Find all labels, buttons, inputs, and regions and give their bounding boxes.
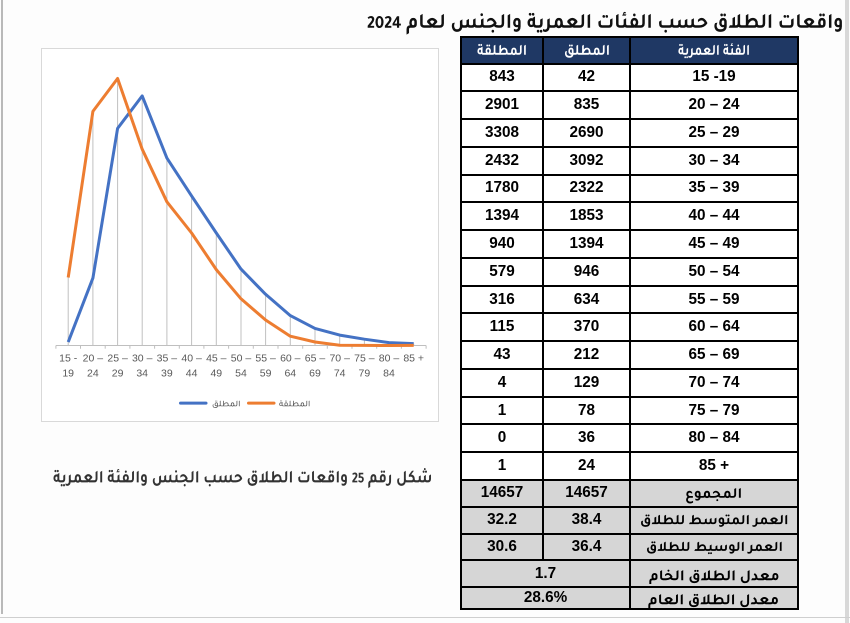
svg-text:29: 29 (112, 367, 124, 379)
svg-text:39: 39 (161, 367, 173, 379)
svg-text:64: 64 (284, 367, 296, 379)
svg-text:19: 19 (62, 367, 74, 379)
svg-text:55 –: 55 – (255, 352, 276, 364)
svg-text:75 –: 75 – (354, 352, 375, 364)
svg-text:35 –: 35 – (157, 352, 178, 364)
svg-text:24: 24 (87, 367, 99, 379)
svg-text:20 –: 20 – (83, 352, 104, 364)
svg-text:60 –: 60 – (280, 352, 301, 364)
svg-text:59: 59 (260, 367, 272, 379)
svg-text:79: 79 (359, 367, 371, 379)
svg-text:69: 69 (309, 367, 321, 379)
svg-text:54: 54 (235, 367, 247, 379)
svg-text:85 +: 85 + (403, 352, 424, 364)
svg-text:80 –: 80 – (379, 352, 400, 364)
svg-text:65 –: 65 – (305, 352, 326, 364)
svg-text:74: 74 (334, 367, 346, 379)
svg-text:50 –: 50 – (231, 352, 252, 364)
svg-text:44: 44 (186, 367, 198, 379)
svg-text:40 –: 40 – (181, 352, 202, 364)
svg-text:25 –: 25 – (107, 352, 128, 364)
svg-text:70 –: 70 – (329, 352, 350, 364)
svg-text:30 –: 30 – (132, 352, 153, 364)
svg-text:84: 84 (383, 367, 395, 379)
svg-text:45 –: 45 – (206, 352, 227, 364)
svg-text:49: 49 (210, 367, 222, 379)
svg-text:34: 34 (136, 367, 148, 379)
svg-text:15 -: 15 - (59, 352, 78, 364)
